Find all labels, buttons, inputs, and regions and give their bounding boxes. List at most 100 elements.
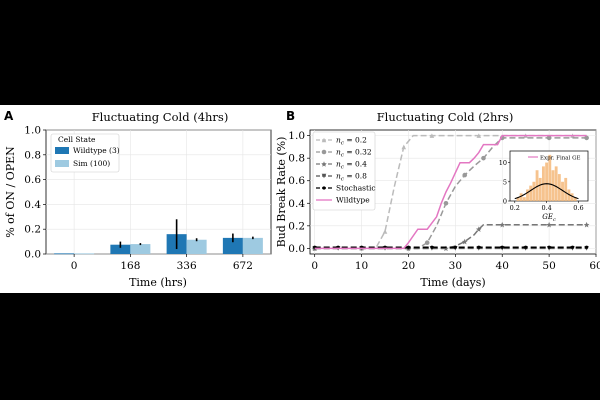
series-marker-nc-0-4 <box>475 226 482 232</box>
chart-b-inset: Expr. Final GE 0 5 10 0.2 0.4 0.6 GEc <box>499 150 589 223</box>
series-marker-stochastic <box>570 245 575 249</box>
inset-ytick-label: 10 <box>499 159 507 167</box>
inset-hist-bar <box>561 181 564 201</box>
chart-a-legend-title: Cell State <box>58 135 96 144</box>
inset-hist-bar <box>545 162 549 201</box>
ytick-label-a: 0.6 <box>24 174 41 186</box>
series-marker-stochastic <box>430 245 434 249</box>
ytick-label-a: 0.4 <box>24 199 41 211</box>
bar-wildtype <box>222 237 243 254</box>
inset-hist-bar <box>526 189 529 201</box>
legend-marker-nc-0-8 <box>321 173 327 179</box>
series-marker-nc-0-2 <box>429 133 435 138</box>
series-line-nc-0-2 <box>314 134 587 250</box>
series-marker-nc-0-2 <box>476 133 482 138</box>
legend-label-wildtype: Wildtype <box>336 196 370 205</box>
legend-marker-stochastic <box>322 186 326 190</box>
xtick-label-a: 672 <box>233 260 253 272</box>
legend-label-nc-0-32: nc = 0.32 <box>336 148 372 159</box>
chart-a-yticks: 0.0 0.2 0.4 0.6 0.8 1.0 <box>24 125 46 261</box>
legend-marker-nc-0-4 <box>321 161 327 167</box>
series-marker-nc-0-32 <box>584 135 589 141</box>
ytick-label-a: 0.8 <box>24 149 41 161</box>
inset-hist-bar <box>570 193 574 201</box>
series-marker-nc-0-4 <box>461 238 468 245</box>
legend-label-nc-0-8: nc = 0.8 <box>336 172 367 183</box>
legend-label-sim: Sim (100) <box>73 159 110 168</box>
inset-xtick-label: 0.2 <box>510 204 520 212</box>
bar-wildtype <box>54 253 75 255</box>
figure-svg: A Fluctuating Cold (4hrs) 0.00.20.40.60.… <box>4 109 600 289</box>
chart-b-title: Fluctuating Cold (2hrs) <box>377 110 514 124</box>
inset-hist-bar <box>567 189 571 201</box>
chart-b-yticks: 0.0 0.2 0.4 0.6 0.8 1.0 <box>288 130 310 255</box>
panel-letter-b: B <box>286 109 295 123</box>
inset-ytick-label: 0 <box>503 198 507 206</box>
xtick-label-b: 40 <box>496 260 509 272</box>
ytick-label-b: 0.6 <box>288 175 305 187</box>
series-marker-nc-0-2 <box>401 144 407 150</box>
xtick-label-b: 10 <box>355 260 368 272</box>
series-marker-nc-0-32 <box>443 200 449 206</box>
inset-hist-bar <box>538 177 542 201</box>
inset-density-curve <box>514 183 579 200</box>
xtick-label-a: 168 <box>120 260 140 272</box>
inset-legend-label: Expr. Final GE <box>540 156 580 162</box>
bar-sim <box>186 239 207 254</box>
series-marker-nc-0-4 <box>583 221 590 228</box>
inset-xlabel: GEc <box>542 213 556 223</box>
inset-hist-bar <box>516 197 520 201</box>
series-marker-stochastic <box>585 245 589 249</box>
chart-a-title: Fluctuating Cold (4hrs) <box>92 110 229 124</box>
chart-a-legend: Cell State Wildtype (3) Sim (100) <box>50 133 120 173</box>
bar-sim <box>130 244 151 254</box>
xtick-label-a: 336 <box>177 260 197 272</box>
series-marker-nc-0-32 <box>481 155 486 161</box>
series-marker-stochastic <box>500 245 504 249</box>
bar-wildtype <box>110 244 131 254</box>
inset-hist-bar <box>557 174 561 201</box>
series-marker-nc-0-32 <box>546 135 552 141</box>
xtick-label-b: 20 <box>402 260 415 272</box>
figure-area: A Fluctuating Cold (4hrs) 0.0 0.2 0.4 0.6 0.… <box>0 105 600 293</box>
inset-hist-bar <box>573 197 577 201</box>
xtick-label-b: 50 <box>542 260 555 272</box>
ytick-label-b: 0.4 <box>288 198 305 210</box>
chart-a-xlabel: Time (hrs) <box>129 276 187 289</box>
xtick-label-a: 0 <box>71 260 78 272</box>
chart-b-lines <box>311 133 590 252</box>
series-marker-nc-0-4 <box>546 221 552 228</box>
xtick-label-b: 30 <box>449 260 462 272</box>
legend-label-stochastic: Stochastic <box>336 184 376 193</box>
legend-marker-nc-0-2 <box>321 137 327 143</box>
chart-a-xticks: 0 168 336 672 <box>71 254 253 272</box>
inset-hist-bar <box>529 185 533 201</box>
chart-a-ylabel: % of ON / OPEN <box>4 146 17 238</box>
inset-xtick-label: 0.4 <box>541 204 551 212</box>
inset-hist-bar <box>535 170 539 201</box>
ytick-label-b: 0.0 <box>288 243 305 255</box>
bar-sim <box>242 237 263 254</box>
legend-label-nc-0-2: nc = 0.2 <box>336 136 367 147</box>
inset-ytick-label: 5 <box>503 178 507 186</box>
inset-xtick-label: 0.6 <box>573 204 583 212</box>
chart-a-bars <box>54 219 263 255</box>
series-marker-stochastic <box>547 245 551 249</box>
series-marker-nc-0-4 <box>499 221 506 228</box>
xtick-label-b: 0 <box>311 260 318 272</box>
series-marker-nc-0-32 <box>424 240 430 246</box>
series-marker-stochastic <box>453 245 457 249</box>
series-line-nc-0-4 <box>314 223 587 250</box>
inset-hist-bar <box>522 197 526 201</box>
legend-label-nc-0-4: nc = 0.4 <box>336 160 367 171</box>
series-line-wildtype <box>314 134 587 250</box>
ytick-label-a: 1.0 <box>24 125 41 137</box>
legend-swatch-wildtype <box>55 147 69 154</box>
legend-swatch-sim <box>55 160 69 167</box>
series-marker-stochastic <box>524 245 528 249</box>
inset-hist-bar <box>519 193 523 201</box>
ytick-label-b: 0.2 <box>288 220 305 232</box>
series-marker-nc-0-2 <box>382 229 388 234</box>
ytick-label-a: 0.0 <box>24 249 41 261</box>
